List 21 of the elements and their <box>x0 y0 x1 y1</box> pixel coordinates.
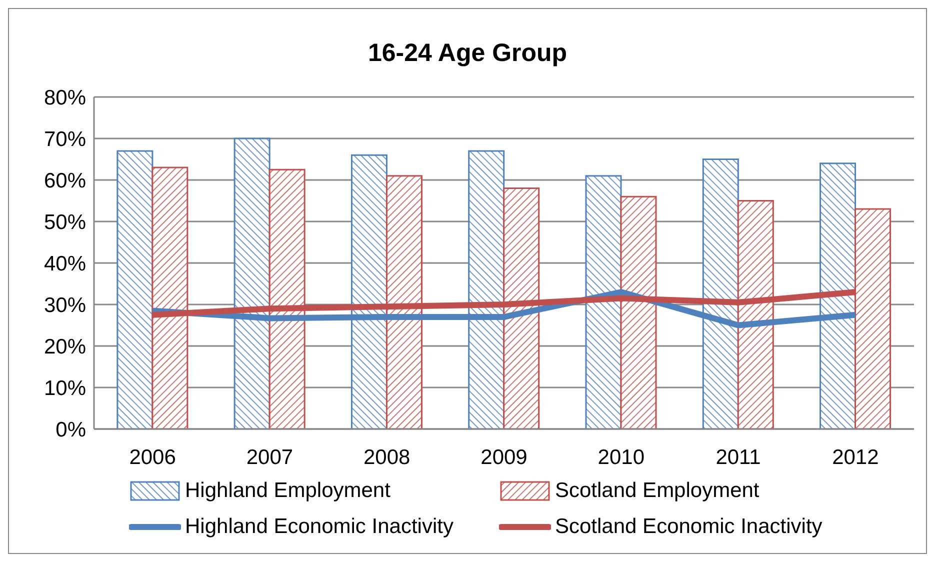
x-tick-label: 2006 <box>129 446 176 469</box>
y-tick-label: 80% <box>44 86 86 110</box>
legend-label: Highland Employment <box>185 479 390 503</box>
x-tick-label: 2011 <box>716 446 761 469</box>
x-tick-label: 2009 <box>480 446 528 469</box>
y-tick-label: 0% <box>56 418 86 442</box>
y-tick-label: 70% <box>44 128 86 151</box>
y-tick-label: 30% <box>44 294 86 317</box>
y-tick-label: 50% <box>44 210 86 234</box>
x-tick-label: 2010 <box>598 446 644 469</box>
legend-label: Scotland Employment <box>555 479 760 503</box>
y-tick-label: 10% <box>44 376 86 400</box>
x-tick-label: 2012 <box>832 446 879 469</box>
x-tick-label: 2007 <box>246 446 294 469</box>
y-tick-label: 20% <box>44 335 86 358</box>
x-tick-label: 2008 <box>364 446 410 469</box>
y-tick-label: 40% <box>44 252 86 276</box>
y-tick-label: 60% <box>44 169 86 192</box>
chart-title: 16-24 Age Group <box>366 39 568 68</box>
legend-label: Highland Economic Inactivity <box>185 515 454 539</box>
legend-label: Scotland Economic Inactivity <box>555 515 822 539</box>
